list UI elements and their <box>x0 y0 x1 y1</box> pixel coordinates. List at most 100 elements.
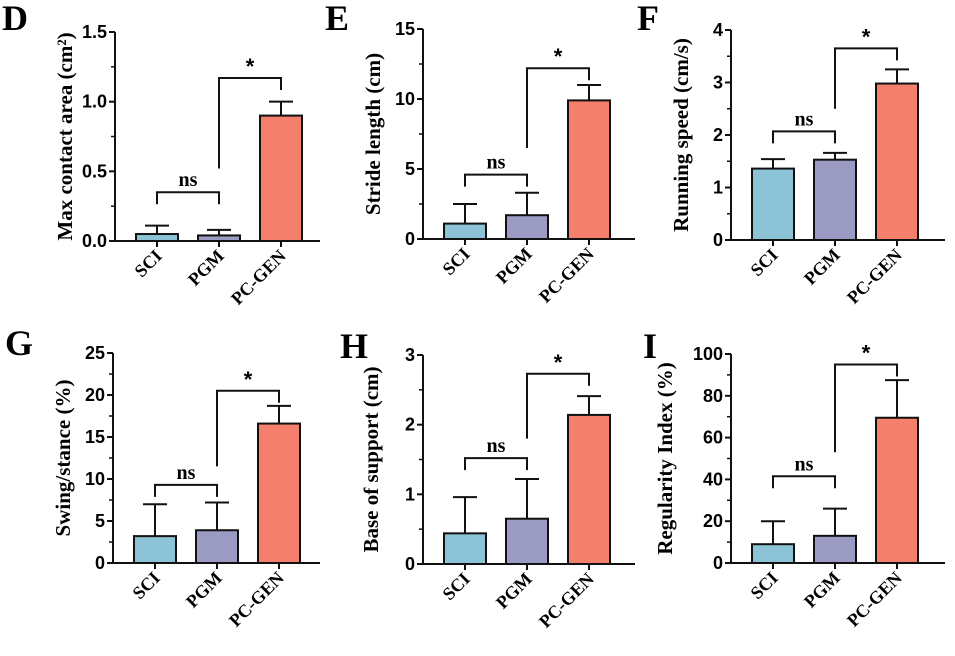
panel-letter: G <box>5 323 33 363</box>
significance-bracket <box>464 457 528 471</box>
panel-letter: E <box>325 0 349 38</box>
panel-F: F Running speed (cm/s) 0 1 2 3 4 SCI PGM PC-GEN ns… <box>637 0 945 308</box>
bar-pc-gen <box>567 99 611 241</box>
x-tick-label: SCI <box>130 246 165 281</box>
panel-D: D Max contact area (cm²)0.0 0.5 1.0 1.5 SCI PG… <box>2 0 320 309</box>
significance-bracket <box>218 76 282 169</box>
y-tick-label: 15 <box>395 19 415 39</box>
y-tick-label: 60 <box>703 428 723 448</box>
x-tick-label: PC-GEN <box>535 569 598 632</box>
bar-pc-gen <box>875 416 919 564</box>
y-tick-label: 1.0 <box>82 92 107 112</box>
y-tick-label: 10 <box>85 469 105 489</box>
significance-bracket <box>834 363 898 453</box>
significance-label: * <box>554 44 563 69</box>
y-tick-label: 10 <box>395 89 415 109</box>
y-tick-label: 0 <box>405 554 415 574</box>
bar-pgm <box>505 517 549 566</box>
significance-label: * <box>862 24 871 49</box>
y-axis-label: Stride length (cm) <box>361 53 385 215</box>
significance-label: * <box>862 340 871 365</box>
significance-bracket <box>772 475 836 489</box>
y-tick-label: 20 <box>85 385 105 405</box>
x-tick-label: PC-GEN <box>843 568 906 631</box>
bar-pgm <box>813 158 857 241</box>
y-tick-label: 5 <box>405 159 415 179</box>
x-tick-label: PC-GEN <box>227 246 290 309</box>
x-tick-label: PGM <box>492 244 536 288</box>
significance-bracket <box>154 483 218 497</box>
y-tick-label: 2 <box>405 415 415 435</box>
y-tick-label: 40 <box>703 469 723 489</box>
y-tick-label: 100 <box>693 344 723 364</box>
y-tick-label: 1 <box>405 484 415 504</box>
y-axis-label: Regularity Index (%) <box>653 362 677 555</box>
bar-pgm <box>195 529 239 564</box>
panel-E: E Stride length (cm) 0 5 10 15 SCI PGM PC-GEN ns * <box>325 0 635 307</box>
y-tick-label: 0 <box>713 230 723 250</box>
y-tick-label: 4 <box>713 20 723 40</box>
y-tick-label: 80 <box>703 386 723 406</box>
bar-sci <box>751 543 795 565</box>
y-tick-label: 15 <box>85 427 105 447</box>
significance-bracket <box>156 191 220 205</box>
y-axis-label: Max contact area (cm²) <box>53 32 77 240</box>
bar-sci <box>133 535 177 564</box>
y-tick-label: 3 <box>405 345 415 365</box>
y-axis-label: Running speed (cm/s) <box>669 38 693 232</box>
y-tick-label: 0.0 <box>82 231 107 251</box>
significance-label: ns <box>177 462 196 484</box>
significance-bracket <box>464 173 528 187</box>
bar-pgm <box>813 534 857 565</box>
x-tick-label: PGM <box>184 246 228 290</box>
y-tick-label: 5 <box>95 511 105 531</box>
bar-pc-gen <box>875 82 919 241</box>
x-tick-label: SCI <box>438 569 473 604</box>
panel-letter: H <box>340 326 368 366</box>
x-tick-label: PC-GEN <box>843 245 906 308</box>
significance-label: ns <box>179 169 198 191</box>
x-tick-label: PGM <box>800 245 844 289</box>
bar-sci <box>751 167 795 242</box>
panel-letter: F <box>637 0 659 38</box>
panel-letter: I <box>643 326 657 366</box>
significance-label: * <box>554 350 563 375</box>
bar-pgm <box>505 214 549 240</box>
y-tick-label: 2 <box>713 125 723 145</box>
significance-label: ns <box>795 453 814 475</box>
x-tick-label: PC-GEN <box>225 568 288 631</box>
y-tick-label: 25 <box>85 343 105 363</box>
y-tick-label: 0 <box>405 229 415 249</box>
x-tick-label: SCI <box>746 245 781 280</box>
panel-G: G Swing/stance (%) 0 5 10 15 20 25 SCI PGM PC-GEN n… <box>5 323 320 631</box>
y-tick-label: 1.5 <box>82 22 107 42</box>
x-tick-label: PGM <box>800 568 844 612</box>
y-tick-label: 0 <box>713 553 723 573</box>
bar-sci <box>443 532 487 566</box>
significance-label: ns <box>487 152 506 174</box>
y-tick-label: 0.5 <box>82 161 107 181</box>
significance-bracket <box>834 47 898 109</box>
y-tick-label: 1 <box>713 178 723 198</box>
y-tick-label: 0 <box>95 553 105 573</box>
x-tick-label: SCI <box>128 568 163 603</box>
significance-label: * <box>246 54 255 79</box>
significance-bracket <box>526 67 590 148</box>
bar-pc-gen <box>259 114 303 242</box>
significance-label: * <box>244 367 253 392</box>
x-tick-label: SCI <box>746 568 781 603</box>
y-tick-label: 3 <box>713 73 723 93</box>
y-tick-label: 20 <box>703 511 723 531</box>
significance-label: ns <box>487 435 506 457</box>
significance-label: ns <box>795 108 814 130</box>
bar-pc-gen <box>567 413 611 565</box>
significance-bracket <box>216 389 280 467</box>
x-tick-label: PGM <box>492 569 536 613</box>
y-axis-label: Swing/stance (%) <box>51 380 75 537</box>
significance-bracket <box>772 130 836 144</box>
y-axis-label: Base of support (cm) <box>359 366 383 552</box>
significance-bracket <box>526 372 590 439</box>
